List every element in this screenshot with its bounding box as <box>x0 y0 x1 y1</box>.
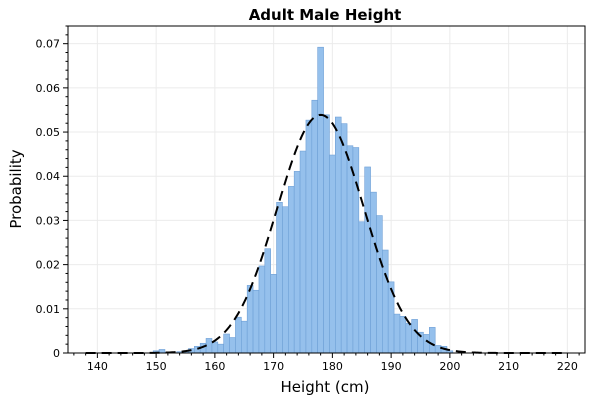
x-tick-label: 190 <box>381 360 402 373</box>
histogram-bar <box>352 147 360 354</box>
axis-ticks: 140 150 160 170 180 190 200 210 220 0 0.01 0.02 0.03… <box>36 25 580 373</box>
x-tick-label: 160 <box>204 360 225 373</box>
histogram-bar <box>252 289 260 354</box>
histogram-bar <box>235 316 242 354</box>
x-tick-label: 210 <box>498 360 519 373</box>
histogram-bar <box>229 337 236 354</box>
histogram-bar <box>340 123 348 354</box>
histogram-bar <box>429 327 436 354</box>
histogram-bar <box>405 323 412 354</box>
y-tick-label: 0 <box>53 347 60 360</box>
histogram-bar <box>264 248 271 354</box>
x-tick-label: 180 <box>322 360 343 373</box>
histogram-bar <box>205 338 213 354</box>
y-tick-label: 0.02 <box>36 259 61 272</box>
y-tick-label: 0.07 <box>36 38 61 51</box>
histogram-bar <box>329 154 336 354</box>
x-tick-label: 220 <box>557 360 578 373</box>
histogram-bar <box>258 265 266 354</box>
histogram-bar <box>299 150 307 354</box>
histogram-bar <box>364 166 371 354</box>
x-axis-label: Height (cm) <box>281 378 370 396</box>
histogram-bar <box>411 319 418 354</box>
histogram-bar <box>335 116 342 354</box>
histogram-bar <box>305 119 313 354</box>
histogram-bar <box>270 274 277 354</box>
x-tick-label: 170 <box>263 360 284 373</box>
histogram-bar <box>358 221 365 354</box>
plot-frame <box>67 25 586 354</box>
histogram-bar <box>346 145 354 354</box>
histogram-bar <box>211 341 219 354</box>
histogram-bars <box>152 46 454 354</box>
chart-title: Adult Male Height <box>249 6 402 24</box>
histogram-bar <box>311 99 318 354</box>
y-tick-label: 0.04 <box>36 170 61 183</box>
histogram-bar <box>393 313 401 354</box>
y-axis-label: Probability <box>7 149 25 228</box>
histogram-bar <box>317 46 324 354</box>
y-tick-label: 0.06 <box>36 82 61 95</box>
histogram-bar <box>370 191 377 354</box>
histogram-bar <box>158 349 166 354</box>
histogram-bar <box>376 215 383 354</box>
histogram-bar <box>423 334 430 354</box>
histogram-bar <box>282 206 289 354</box>
histogram-bar <box>434 345 442 354</box>
x-tick-label: 150 <box>146 360 167 373</box>
histogram-bar <box>246 285 254 354</box>
y-tick-label: 0.03 <box>36 214 61 227</box>
histogram-bar <box>288 186 295 354</box>
histogram-bar <box>399 316 407 354</box>
x-tick-label: 140 <box>87 360 108 373</box>
histogram-bar <box>276 202 283 354</box>
x-tick-label: 200 <box>439 360 460 373</box>
histogram-bar <box>293 171 301 354</box>
histogram-bar <box>223 333 230 354</box>
histogram-bar <box>217 343 224 354</box>
y-tick-label: 0.05 <box>36 126 61 139</box>
histogram-bar <box>323 114 330 354</box>
histogram-bar <box>241 320 248 354</box>
y-tick-label: 0.01 <box>36 303 61 316</box>
